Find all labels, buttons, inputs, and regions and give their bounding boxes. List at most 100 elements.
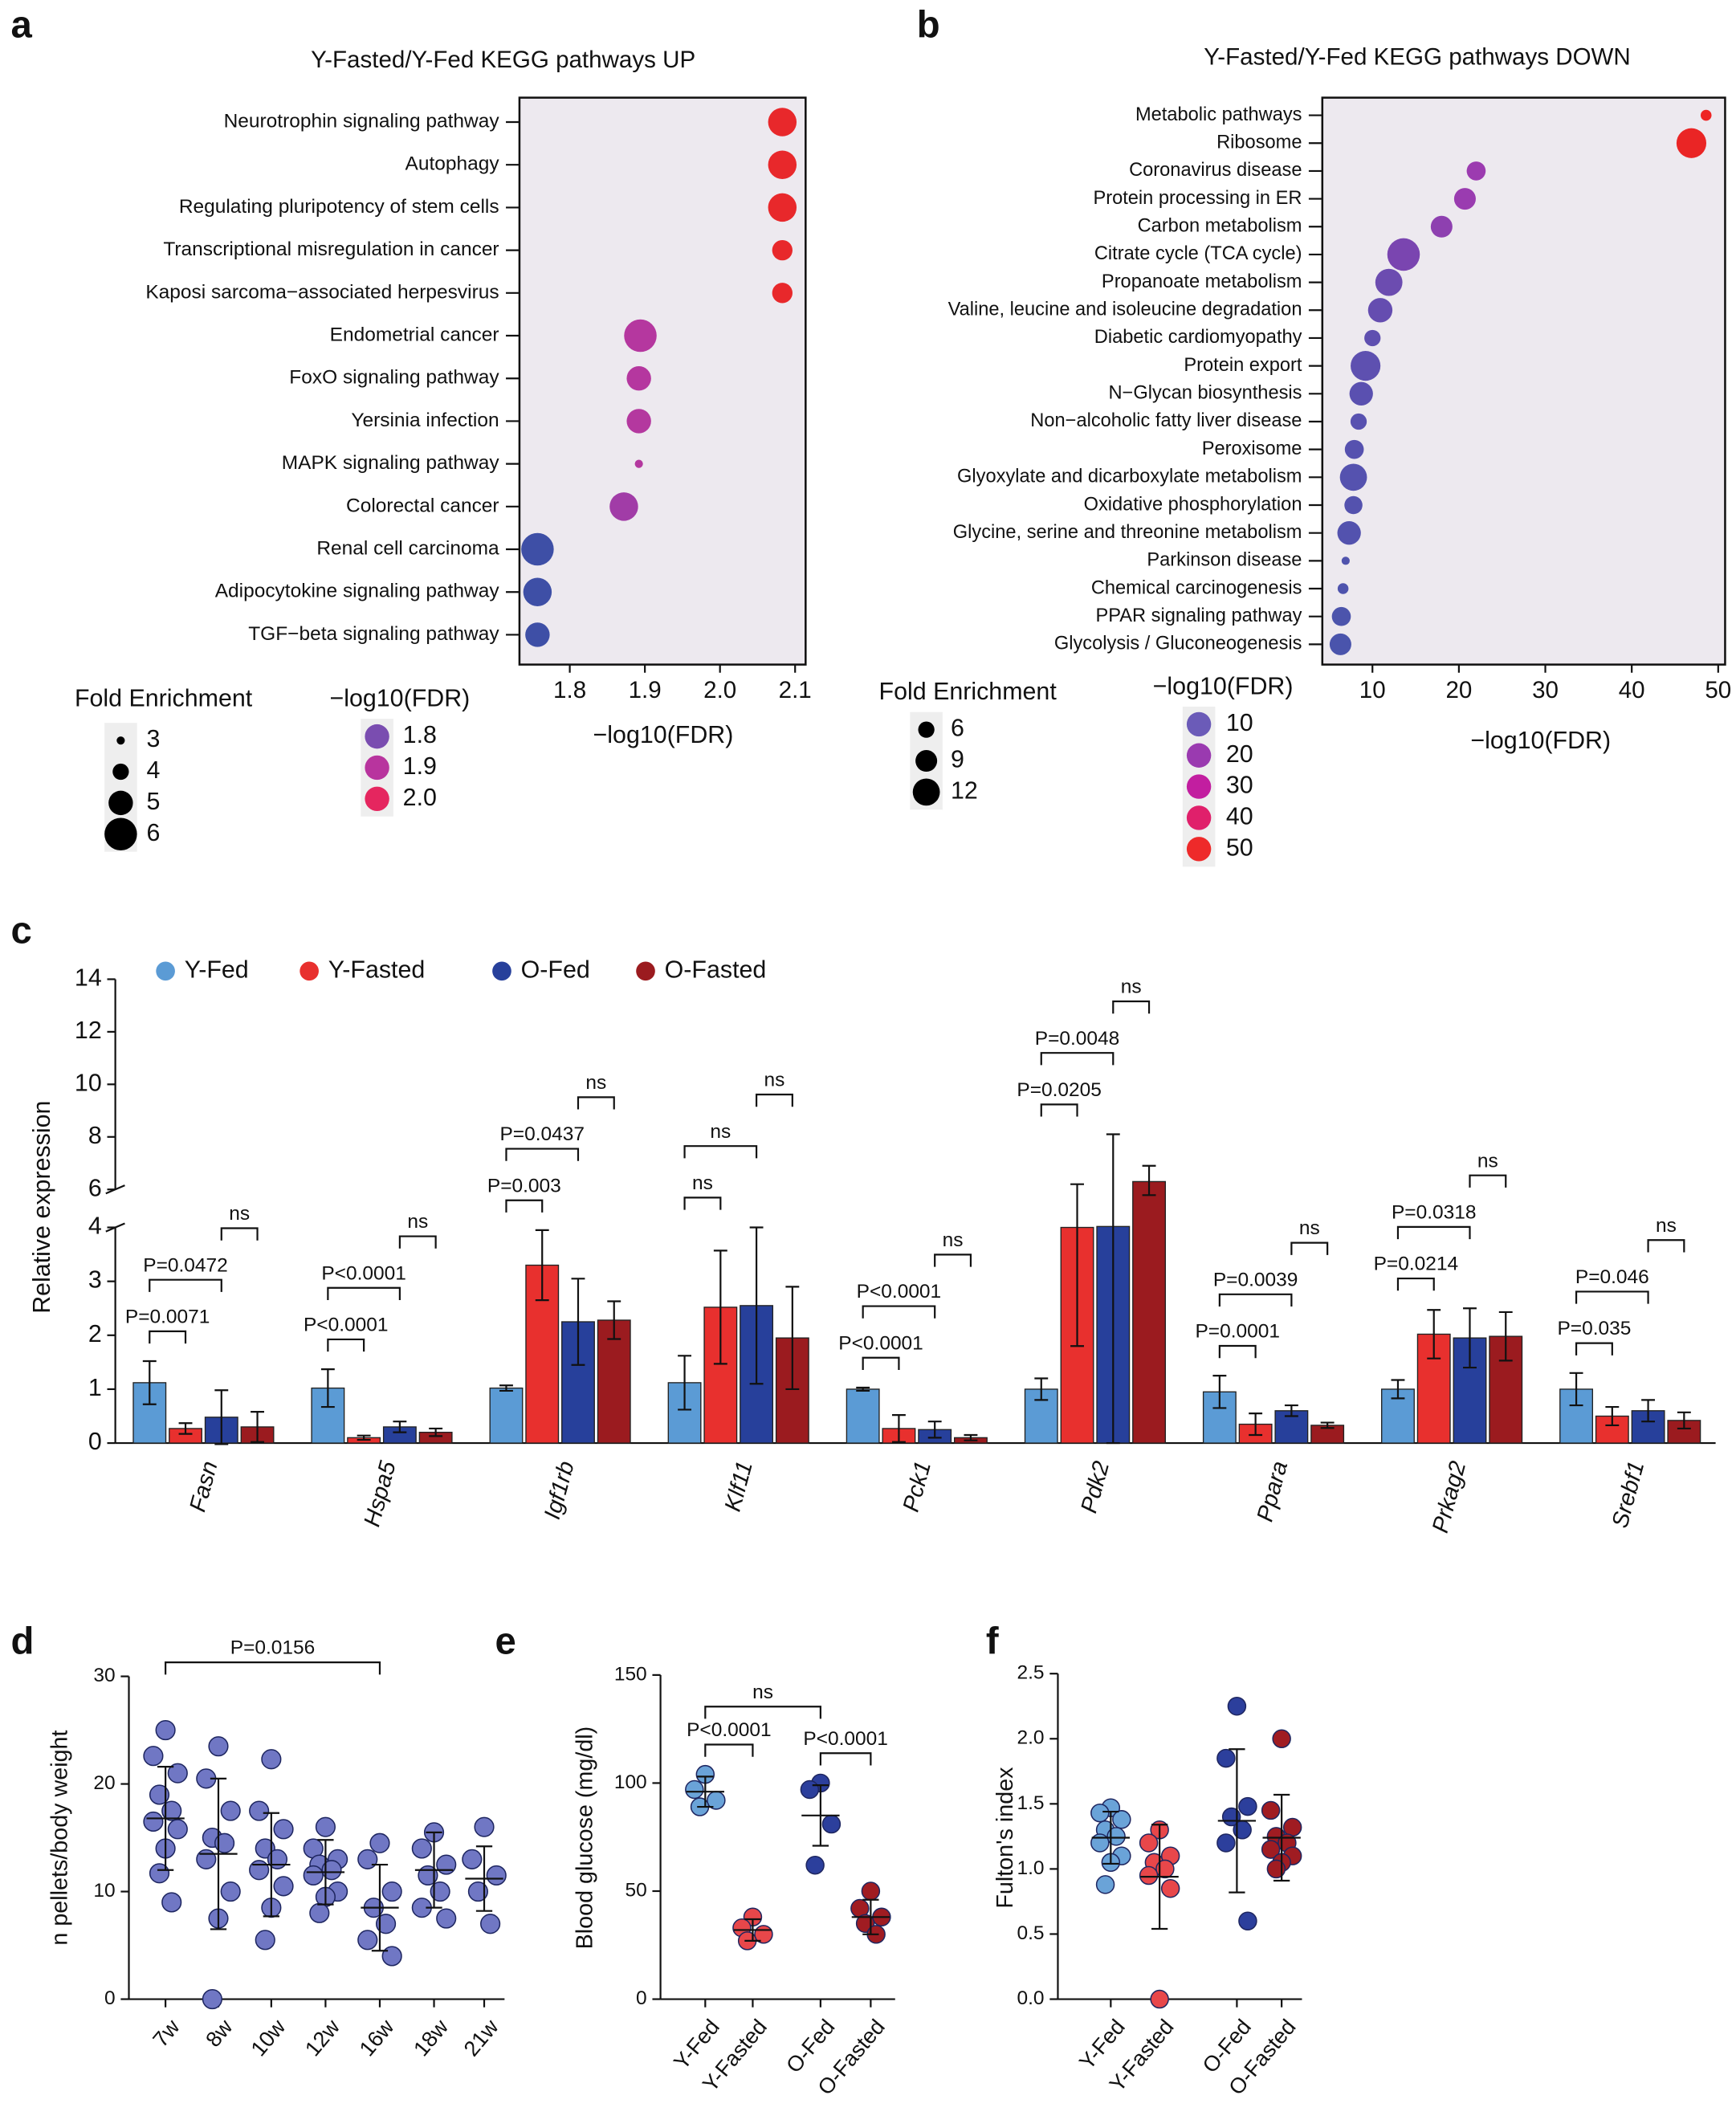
bubble xyxy=(1349,381,1373,406)
point xyxy=(161,1892,182,1913)
point xyxy=(261,1749,282,1770)
y-tick-label: 20 xyxy=(93,1772,115,1794)
legend-color xyxy=(1186,743,1212,768)
bracket xyxy=(704,1743,754,1757)
legend-label: 40 xyxy=(1226,802,1253,830)
point xyxy=(474,1816,495,1837)
point xyxy=(155,1719,176,1741)
category-label: 18w xyxy=(409,2015,453,2061)
y-tick-label: 1.0 xyxy=(1017,1857,1045,1879)
point xyxy=(685,1779,704,1800)
error-bar xyxy=(713,1249,727,1365)
point xyxy=(321,1860,342,1881)
bracket xyxy=(149,1330,187,1344)
category-label: Transcriptional misregulation in cancer xyxy=(163,238,499,260)
point xyxy=(462,1849,483,1869)
point xyxy=(805,1855,825,1875)
y-tick-label: 30 xyxy=(93,1665,115,1686)
annotation: P<0.0001 xyxy=(687,1719,772,1741)
point xyxy=(1160,1878,1180,1898)
bubble xyxy=(523,577,552,606)
category-label: Chemical carcinogenesis xyxy=(1091,577,1302,598)
bubble xyxy=(1676,128,1707,158)
bracket xyxy=(577,1096,615,1110)
annotation: P=0.0048 xyxy=(1035,1028,1120,1050)
annotation: P<0.0001 xyxy=(838,1332,923,1354)
error-bar xyxy=(357,1434,371,1441)
point xyxy=(1266,1859,1286,1879)
category-label: 16w xyxy=(355,2015,399,2061)
point xyxy=(1216,1748,1236,1768)
error-bar xyxy=(1677,1411,1691,1430)
bubble xyxy=(768,193,797,222)
point xyxy=(486,1865,507,1886)
bubble xyxy=(772,283,793,304)
category-label: Protein processing in ER xyxy=(1093,188,1302,209)
category-label: Glycine, serine and threonine metabolism xyxy=(953,522,1302,543)
point xyxy=(149,1784,170,1805)
bracket xyxy=(683,1196,722,1210)
legend-color xyxy=(365,724,389,749)
error-bar xyxy=(927,1421,942,1439)
annotation: P=0.0205 xyxy=(1017,1079,1102,1101)
legend-label: 1.8 xyxy=(403,721,437,748)
error-bar xyxy=(1034,1377,1049,1401)
annotation: ns xyxy=(764,1070,785,1091)
panel-letter: f xyxy=(986,1620,999,1663)
legend-size xyxy=(116,736,125,745)
point xyxy=(369,1832,390,1853)
y-tick-label: 14 xyxy=(75,964,102,991)
annotation: ns xyxy=(1477,1150,1498,1172)
y-tick-label: 0.5 xyxy=(1017,1922,1045,1944)
point xyxy=(149,1863,170,1884)
category-label: 8w xyxy=(201,2015,237,2052)
legend-color xyxy=(365,786,389,812)
error-bar xyxy=(749,1226,764,1385)
category-label: Srebf1 xyxy=(1608,1458,1650,1531)
annotation: P=0.0437 xyxy=(499,1123,585,1145)
category-label: Metabolic pathways xyxy=(1135,104,1302,125)
annotation: P=0.0318 xyxy=(1392,1201,1477,1223)
y-axis-label: n pellets/body weight xyxy=(47,1731,73,1946)
error-bar xyxy=(678,1355,692,1411)
bubble xyxy=(1341,556,1350,565)
bubble xyxy=(1351,351,1381,381)
error-bar xyxy=(964,1433,978,1441)
legend-size xyxy=(915,750,938,773)
y-tick-label: 100 xyxy=(614,1771,647,1793)
bubble xyxy=(768,150,797,179)
annotation: P<0.0001 xyxy=(857,1281,942,1302)
bracket xyxy=(862,1356,900,1370)
x-tick-label: 50 xyxy=(1705,677,1731,703)
error-bar xyxy=(320,1368,335,1408)
error-bar xyxy=(1391,1379,1405,1400)
legend-label: O-Fed xyxy=(521,956,590,983)
category-label: PPAR signaling pathway xyxy=(1096,605,1302,626)
error-bar xyxy=(535,1229,549,1302)
bubble xyxy=(1453,188,1476,210)
bracket xyxy=(683,1145,758,1159)
annotation: ns xyxy=(229,1203,250,1225)
bracket xyxy=(1396,1225,1471,1240)
legend-size xyxy=(918,721,935,738)
y-tick-label: 8 xyxy=(88,1122,102,1149)
legend-title: −log10(FDR) xyxy=(329,685,470,712)
bracket xyxy=(1040,1103,1078,1117)
bubble xyxy=(1387,238,1420,271)
legend-color xyxy=(1186,711,1212,737)
chart-title: Y-Fasted/Y-Fed KEGG pathways UP xyxy=(311,47,695,73)
point xyxy=(821,1814,842,1834)
plot-area xyxy=(1321,96,1726,666)
point xyxy=(1090,1833,1110,1853)
x-tick-label: 10 xyxy=(1359,677,1386,703)
bubble xyxy=(521,532,554,566)
annotation: P=0.0156 xyxy=(230,1637,316,1659)
point xyxy=(1155,1859,1175,1879)
point xyxy=(1106,1827,1126,1846)
legend-label: 2.0 xyxy=(403,784,437,811)
panel-letter: c xyxy=(11,909,32,952)
legend-label: 20 xyxy=(1226,740,1253,768)
point xyxy=(381,1881,402,1902)
legend-label: 10 xyxy=(1226,709,1253,736)
category-label: Autophagy xyxy=(405,153,500,175)
